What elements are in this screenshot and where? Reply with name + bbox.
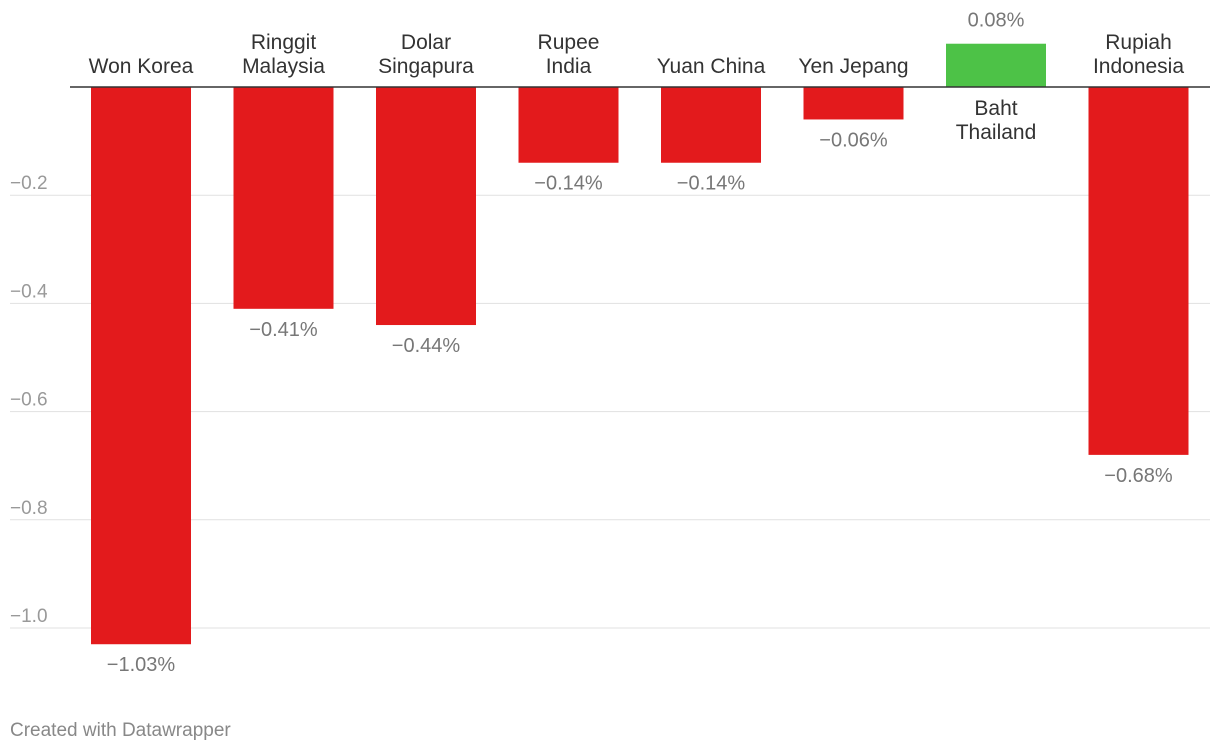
category-label: Ringgit (251, 31, 317, 54)
value-label: −0.44% (392, 335, 461, 357)
y-tick-label: −0.6 (10, 390, 48, 411)
bar (661, 87, 761, 163)
category-label: Yuan China (657, 55, 766, 78)
category-label: Yen Jepang (798, 55, 908, 78)
bar (946, 43, 1046, 87)
category-label: Malaysia (242, 55, 325, 78)
category-label: Indonesia (1093, 55, 1184, 78)
value-label: −1.03% (107, 654, 176, 676)
value-label: 0.08% (968, 10, 1025, 32)
category-label: Won Korea (89, 55, 194, 78)
credit-text: Created with Datawrapper (10, 720, 231, 741)
bar (376, 87, 476, 326)
bar (518, 87, 619, 163)
category-label: Dolar (401, 31, 451, 54)
y-tick-label: −1.0 (10, 606, 48, 627)
category-label: Baht (974, 97, 1017, 120)
category-label: India (546, 55, 592, 78)
bar (1088, 87, 1189, 455)
value-label: −0.68% (1104, 465, 1173, 487)
y-tick-label: −0.2 (10, 173, 48, 194)
category-label: Rupee (538, 31, 600, 54)
y-tick-label: −0.4 (10, 281, 48, 302)
value-label: −0.06% (819, 129, 888, 151)
bar (233, 87, 334, 309)
bar (91, 87, 191, 645)
category-label: Singapura (378, 55, 474, 78)
category-label: Thailand (956, 121, 1037, 144)
chart-area: −0.2 −0.4 −0.6 −0.8 −1.0 Won Korea −1.03% Ringg… (10, 10, 1210, 676)
category-label: Rupiah (1105, 31, 1172, 54)
bar-chart: −0.2 −0.4 −0.6 −0.8 −1.0 Won Korea −1.03% Ringg… (10, 10, 1210, 676)
value-label: −0.41% (249, 319, 318, 341)
value-label: −0.14% (534, 173, 603, 195)
y-tick-label: −0.8 (10, 498, 48, 519)
value-label: −0.14% (677, 173, 746, 195)
bar (803, 87, 904, 120)
